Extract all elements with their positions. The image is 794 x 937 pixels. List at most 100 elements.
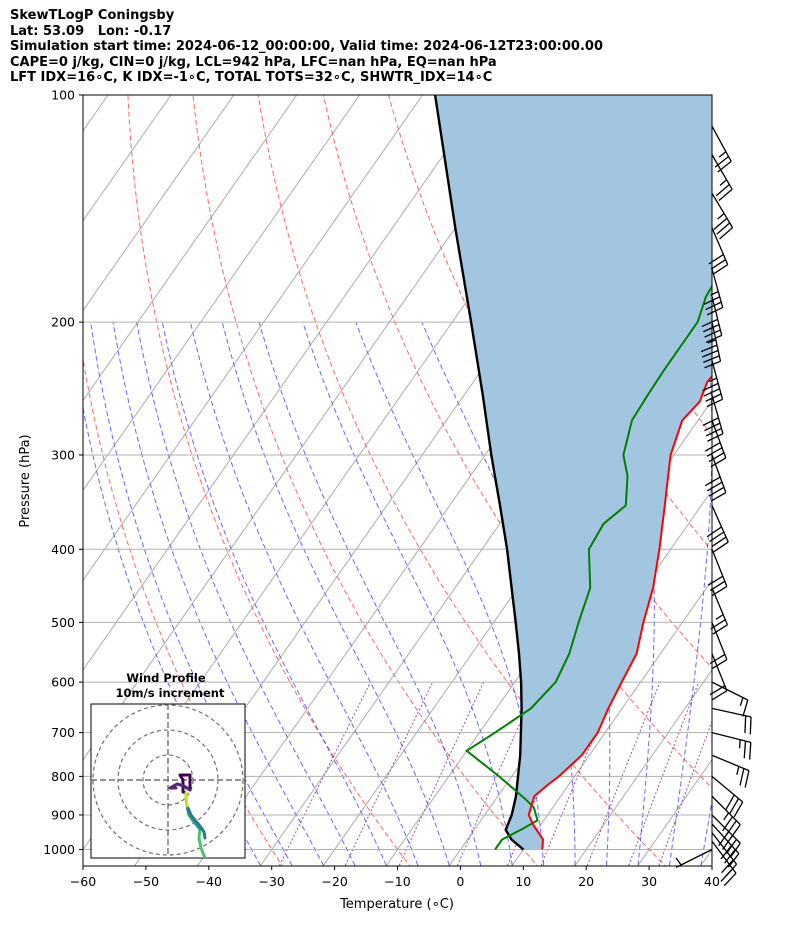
isotherm — [83, 95, 424, 581]
y-tick-label: 300 — [51, 447, 75, 462]
barb-full-feather — [713, 541, 729, 553]
barb-shaft — [711, 622, 728, 660]
wind-barb — [711, 681, 749, 717]
barb-full-feather — [727, 853, 740, 868]
barb-full-feather — [704, 441, 721, 452]
barb-shaft — [711, 707, 752, 718]
barb-shaft — [711, 587, 728, 626]
hodograph-subtitle: 10m/s increment — [116, 686, 225, 700]
x-tick-label: 30 — [641, 874, 657, 889]
barb-full-feather — [703, 355, 720, 363]
hodograph-trace-segment — [185, 804, 207, 840]
plot-area — [83, 78, 794, 868]
title-times: Simulation start time: 2024-06-12_00:00:… — [10, 39, 603, 55]
dry-adiabat — [192, 95, 539, 866]
barb-shaft — [711, 505, 729, 543]
barb-full-feather — [700, 344, 718, 353]
barb-full-feather — [715, 184, 730, 197]
wind-barb — [711, 795, 741, 840]
barb-full-feather — [724, 863, 738, 878]
barb-full-feather — [705, 393, 722, 402]
isotherm — [574, 669, 712, 866]
barb-full-feather — [712, 264, 729, 275]
dry-adiabat — [83, 356, 284, 866]
isotherm — [83, 95, 361, 492]
wind-barb — [711, 775, 744, 818]
barb-full-feather — [702, 417, 719, 426]
hodograph-inset: Wind Profile 10m/s increment — [90, 671, 246, 859]
barb-full-feather — [744, 715, 747, 734]
isotherm — [762, 78, 794, 868]
barb-full-feather — [708, 253, 724, 265]
barb-full-feather — [717, 160, 732, 173]
barb-full-feather — [720, 845, 733, 860]
barb-shaft — [711, 193, 734, 228]
barb-full-feather — [701, 349, 719, 358]
barb-shaft — [711, 227, 729, 265]
barb-full-feather — [739, 768, 745, 786]
barb-full-feather — [718, 188, 733, 201]
y-tick-label: 400 — [51, 542, 75, 557]
moist-adiabat — [302, 321, 513, 866]
barb-full-feather — [721, 859, 734, 874]
mixing-ratio-line — [279, 681, 371, 866]
hodograph-title: Wind Profile — [126, 671, 206, 685]
barb-full-feather — [709, 653, 726, 665]
isotherm — [83, 95, 172, 222]
barb-half-feather — [708, 377, 718, 383]
y-tick-label: 200 — [51, 315, 75, 330]
hodograph-trace-segment — [168, 782, 192, 792]
barb-full-feather — [714, 156, 729, 168]
x-tick-label: 10 — [515, 874, 531, 889]
wind-barb — [706, 505, 729, 553]
barb-half-feather — [736, 766, 740, 775]
wind-barb — [711, 754, 750, 788]
wind-barb — [709, 653, 728, 701]
barb-full-feather — [742, 699, 749, 717]
x-tick-label: −60 — [70, 874, 96, 889]
barb-full-feather — [713, 217, 728, 231]
barb-full-feather — [702, 382, 719, 392]
barb-full-feather — [706, 526, 722, 538]
x-tick-label: 20 — [578, 874, 594, 889]
barb-full-feather — [711, 585, 728, 597]
barb-shaft — [711, 653, 728, 691]
hodograph-ring — [92, 704, 244, 856]
wind-barb — [702, 395, 724, 442]
hodograph-trace-segment — [184, 791, 189, 808]
mixing-ratio-line — [398, 681, 485, 866]
axis-ticks: −60 −50 −40 −30 −20 −10 0 10 20 30 40 1000 900 800 700… — [43, 88, 720, 890]
isotherm — [699, 848, 712, 866]
wind-barb — [700, 321, 722, 369]
title-station: SkewTLogP Coningsby — [10, 8, 175, 23]
x-tick-label: −10 — [384, 874, 410, 889]
wind-barb — [711, 193, 734, 240]
barb-full-feather — [725, 838, 737, 854]
barb-half-feather — [718, 151, 727, 158]
moist-adiabat — [136, 322, 356, 866]
y-axis-label: Pressure (hPa) — [18, 434, 33, 527]
wind-barb — [711, 823, 740, 868]
barb-full-feather — [744, 770, 750, 788]
title-location: Lat: 53.09 Lon: -0.17 — [10, 23, 172, 39]
moist-adiabat — [669, 322, 712, 866]
wind-barb — [711, 125, 732, 173]
hodograph-trace-segment — [197, 827, 207, 858]
barb-full-feather — [708, 486, 725, 497]
moist-adiabat — [221, 321, 450, 866]
barb-shaft — [711, 823, 740, 854]
barb-full-feather — [710, 457, 727, 468]
wind-barb — [711, 731, 752, 760]
barb-shaft — [711, 840, 737, 874]
cape-cin-shading — [435, 95, 712, 850]
temperature-line — [527, 374, 712, 850]
barb-full-feather — [729, 824, 741, 840]
hodograph-plot — [91, 704, 245, 858]
barb-full-feather — [706, 306, 723, 316]
x-tick-label: −50 — [133, 874, 159, 889]
barb-full-feather — [722, 816, 734, 832]
barb-shaft — [711, 795, 741, 825]
barb-full-feather — [725, 820, 737, 836]
y-tick-label: 1000 — [43, 842, 75, 857]
moist-adiabat — [112, 322, 324, 866]
